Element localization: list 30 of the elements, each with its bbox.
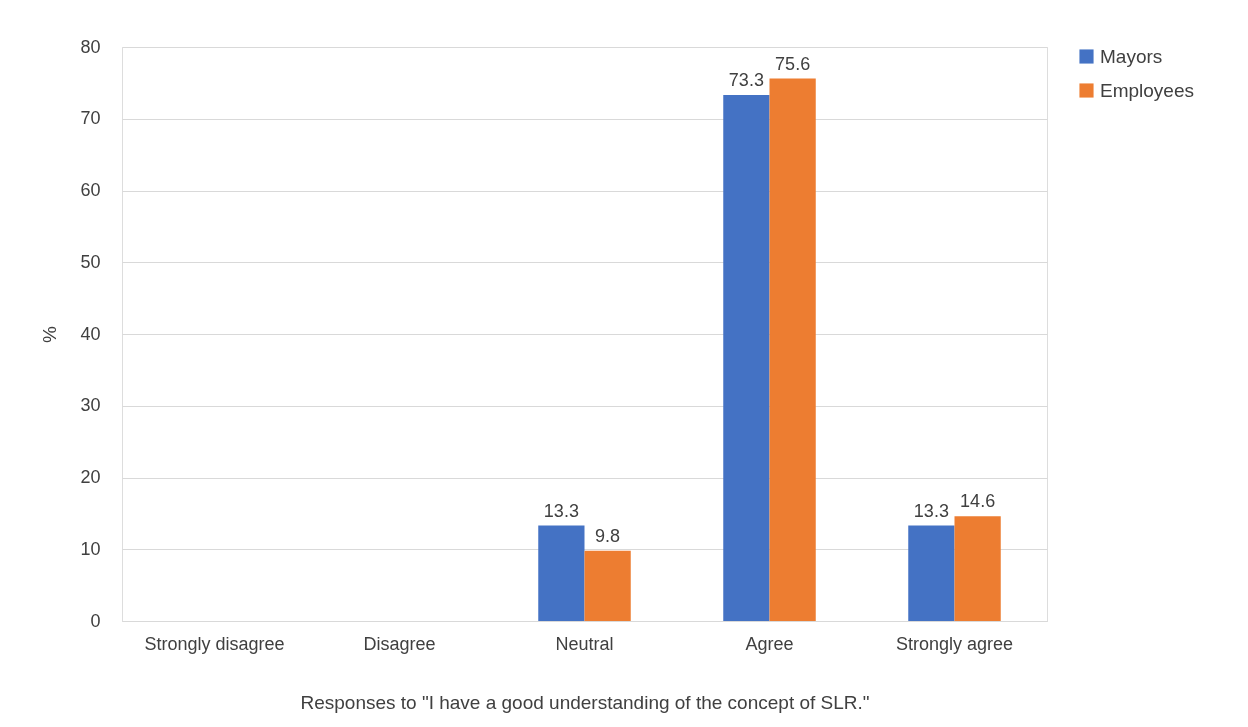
- data-label: 73.3: [728, 70, 764, 91]
- data-label: 9.8: [595, 525, 621, 546]
- y-tick-label: 40: [80, 323, 101, 344]
- y-axis-title: %: [39, 325, 61, 343]
- y-tick-label: 80: [80, 36, 101, 57]
- x-tick-label: Agree: [745, 633, 794, 654]
- y-tick-label: 10: [80, 538, 101, 559]
- bar: [954, 516, 1001, 621]
- bar: [584, 550, 631, 621]
- data-label: 14.6: [960, 491, 996, 512]
- y-tick-label: 20: [80, 467, 101, 487]
- bar: [723, 95, 770, 621]
- x-tick-label: Strongly agree: [895, 633, 1014, 654]
- y-tick-label: 30: [80, 395, 101, 416]
- bar: [769, 78, 816, 621]
- legend-label: Mayors: [1100, 45, 1163, 67]
- x-tick-label: Strongly disagree: [144, 633, 285, 654]
- y-tick-label: 70: [80, 108, 101, 129]
- y-tick-label: 50: [80, 251, 101, 272]
- bar: [538, 525, 585, 621]
- y-tick-label: 60: [80, 180, 101, 200]
- x-tick-label: Neutral: [555, 633, 614, 654]
- y-tick-label: 0: [90, 610, 101, 631]
- data-label: 13.3: [913, 500, 949, 521]
- legend-label: Employees: [1100, 79, 1194, 101]
- data-label: 13.3: [543, 500, 579, 521]
- x-axis-title: Responses to "I have a good understanding of the concept of SLR.": [300, 691, 870, 713]
- x-tick-label: Disagree: [363, 633, 436, 654]
- data-label: 75.6: [775, 53, 811, 74]
- bar: [908, 525, 955, 621]
